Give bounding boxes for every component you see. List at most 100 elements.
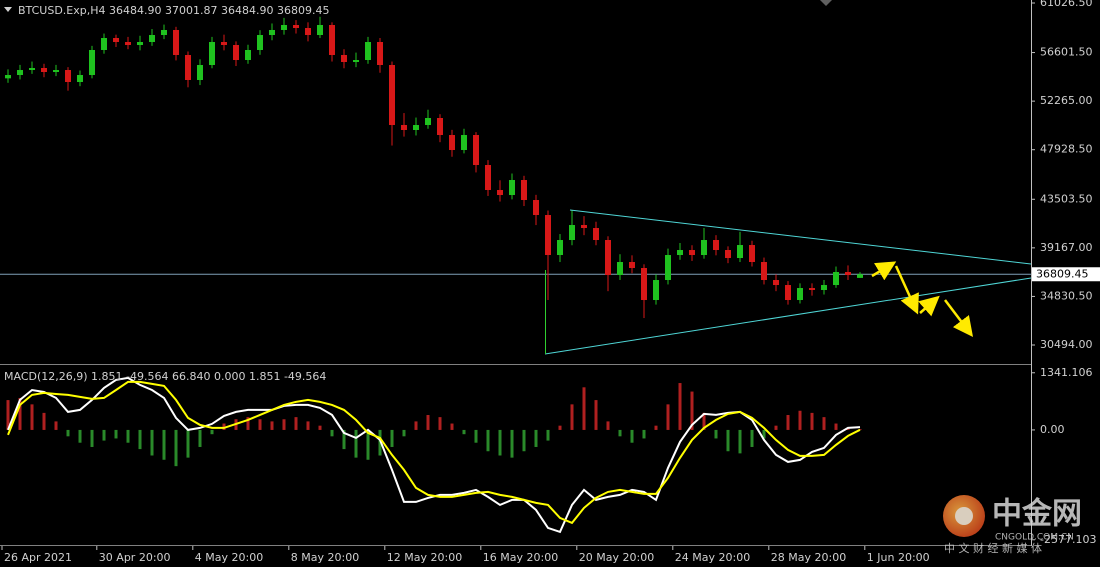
- candle-body: [137, 42, 144, 46]
- candle-body: [724, 250, 731, 259]
- candle-body: [293, 25, 300, 29]
- candle-body: [784, 285, 791, 301]
- histogram-bar: [414, 421, 418, 430]
- histogram-bar: [786, 415, 790, 430]
- candle-body: [425, 118, 432, 126]
- candle-body: [497, 190, 504, 196]
- arrow: [871, 261, 897, 281]
- histogram-bar: [306, 421, 310, 430]
- candle-body: [796, 288, 803, 301]
- histogram-bar: [402, 429, 406, 437]
- histogram-bar: [258, 419, 262, 430]
- histogram-bar: [606, 421, 610, 430]
- candle-body: [53, 70, 60, 73]
- histogram-bar: [666, 404, 670, 430]
- y-tick-label: 52265.00: [1040, 94, 1093, 107]
- histogram-bar: [270, 421, 274, 430]
- candle-body: [17, 70, 24, 76]
- candle-body: [233, 45, 240, 61]
- menu-icon[interactable]: [4, 7, 12, 12]
- candle-body: [449, 135, 456, 151]
- x-tick-label: 12 May 20:00: [387, 551, 462, 564]
- candle-body: [736, 245, 743, 259]
- histogram-bar: [342, 429, 346, 450]
- candle-body: [413, 125, 420, 131]
- y-tick-label: -2577.103: [1040, 533, 1096, 546]
- histogram-bar: [798, 410, 802, 430]
- candle-body: [305, 28, 312, 36]
- histogram-bar: [486, 429, 490, 452]
- candle-body: [65, 70, 72, 83]
- histogram-bar: [738, 429, 742, 454]
- candle-body: [269, 29, 276, 36]
- histogram-bar: [114, 429, 118, 439]
- candle-body: [832, 272, 839, 286]
- histogram-bar: [90, 429, 94, 447]
- histogram-bar: [462, 429, 466, 435]
- candle-body: [772, 280, 779, 286]
- histogram-bar: [642, 429, 646, 439]
- x-tick-label: 1 Jun 20:00: [867, 551, 930, 564]
- histogram-bar: [474, 429, 478, 443]
- histogram-bar: [534, 429, 538, 447]
- candle-body: [712, 240, 719, 251]
- histogram-bar: [690, 391, 694, 430]
- histogram-bar: [594, 400, 598, 430]
- x-tick-label: 24 May 20:00: [675, 551, 750, 564]
- candle-body: [185, 54, 192, 80]
- candle-body: [616, 262, 623, 276]
- candle-body: [317, 25, 324, 36]
- x-tick-label: 26 Apr 2021: [4, 551, 72, 564]
- histogram-bar: [858, 429, 862, 430]
- candle-body: [509, 180, 515, 196]
- histogram-bar: [582, 387, 586, 430]
- y-tick-label: 0.00: [1040, 423, 1065, 436]
- x-tick-label: 28 May 20:00: [771, 551, 846, 564]
- histogram-bar: [102, 429, 106, 441]
- candle-body: [77, 75, 84, 83]
- histogram-bar: [714, 429, 718, 439]
- x-tick-label: 16 May 20:00: [483, 551, 558, 564]
- candle-body: [437, 118, 444, 136]
- indicator-title: MACD(12,26,9) 1.851 -49.564 66.840 0.000…: [4, 370, 326, 383]
- candle-body: [197, 65, 204, 80]
- candle-body: [41, 68, 48, 73]
- histogram-bar: [282, 419, 286, 430]
- histogram-bar: [66, 429, 70, 437]
- y-tick-label: 43503.50: [1040, 192, 1093, 205]
- histogram-bar: [726, 429, 730, 452]
- histogram-bar: [366, 429, 370, 460]
- trendline[interactable]: [544, 277, 1032, 355]
- candle-body: [568, 225, 575, 241]
- watermark-site: CNGOLD.COM.CN: [995, 533, 1074, 543]
- y-tick-label: 39167.00: [1040, 241, 1093, 254]
- trendline[interactable]: [569, 209, 1032, 265]
- candle-body: [221, 42, 228, 46]
- histogram-bar: [162, 429, 166, 460]
- candle-body: [628, 262, 635, 269]
- y-tick-label: 30494.00: [1040, 338, 1093, 351]
- histogram-bar: [654, 425, 658, 430]
- candle-body: [257, 35, 264, 51]
- candle-body: [365, 42, 372, 61]
- candle-body: [353, 60, 360, 62]
- candle-body: [580, 225, 587, 229]
- watermark: 中金网 CNGOLD.COM.CN 中 文 财 经 新 媒 体: [943, 495, 1082, 555]
- histogram-bar: [354, 429, 358, 458]
- histogram-bar: [450, 423, 454, 430]
- watermark-title: 中金网: [992, 497, 1082, 532]
- x-tick-label: 30 Apr 20:00: [99, 551, 171, 564]
- candle-body: [544, 215, 551, 256]
- histogram-bar: [774, 425, 778, 430]
- logo-inner: [955, 507, 973, 525]
- candle-body: [676, 250, 683, 256]
- candle-body: [748, 245, 755, 263]
- histogram-bar: [702, 412, 706, 430]
- candle-body: [700, 240, 707, 256]
- candle-body: [820, 285, 827, 291]
- y-tick-label: 34830.50: [1040, 289, 1093, 302]
- histogram-bar: [378, 429, 382, 456]
- candle-body: [808, 288, 815, 291]
- watermark-tagline: 中 文 财 经 新 媒 体: [944, 541, 1042, 555]
- histogram-bar: [678, 383, 682, 430]
